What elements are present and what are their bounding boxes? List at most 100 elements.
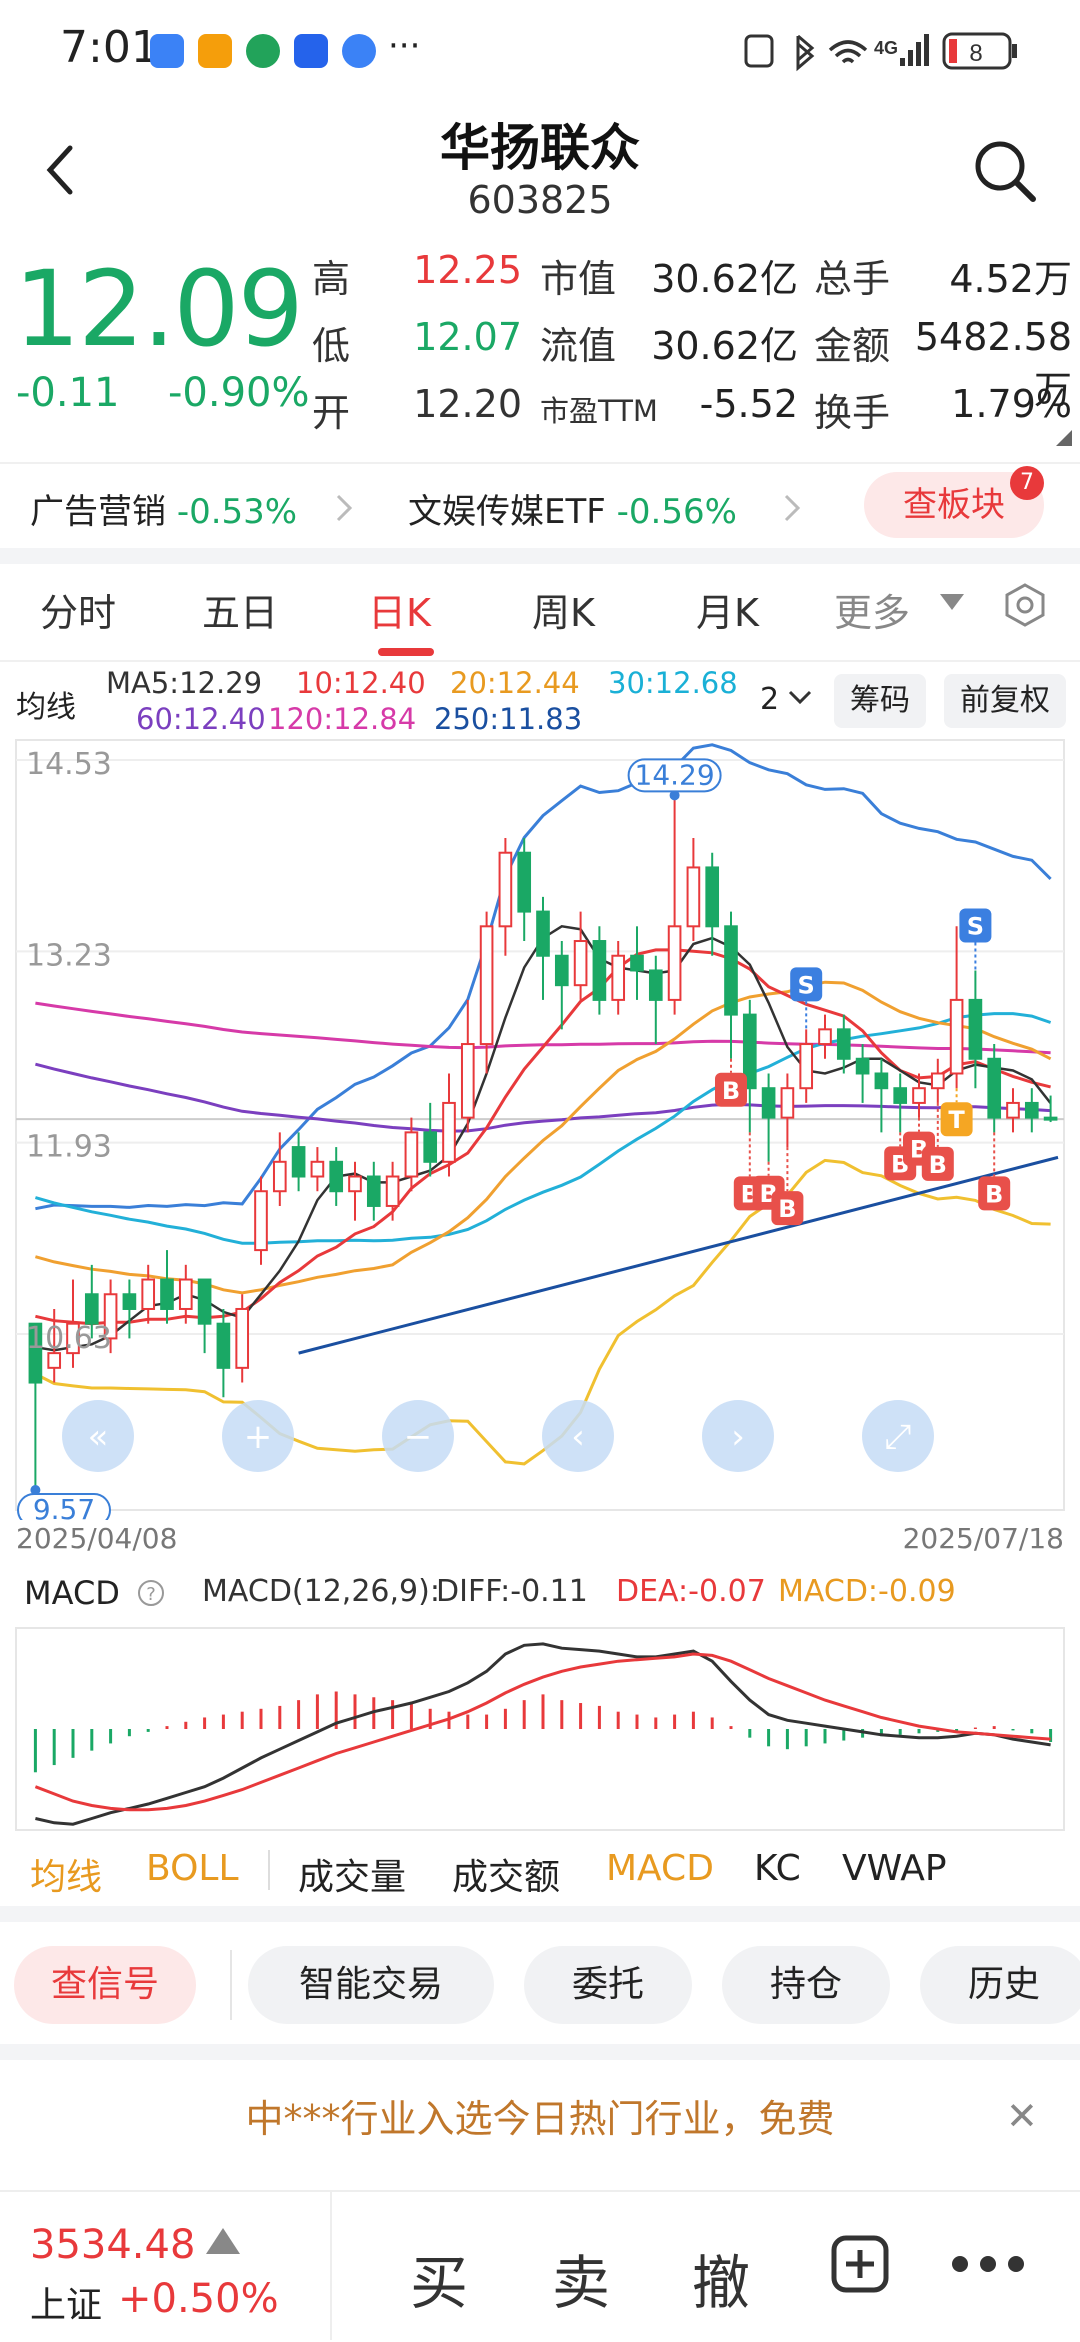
ma250-value: 250:11.83 xyxy=(434,702,583,736)
wifi-icon xyxy=(828,40,868,64)
candle xyxy=(724,911,738,1059)
candle xyxy=(573,911,588,1000)
more-options-icon[interactable] xyxy=(950,2254,1026,2274)
sell-button[interactable]: 卖 xyxy=(552,2249,611,2317)
macd-diff-line xyxy=(35,1642,1051,1826)
svg-text:B: B xyxy=(778,1195,796,1223)
candle xyxy=(686,838,701,942)
check-signal-button[interactable]: 查信号 xyxy=(14,1946,196,2024)
indicator-amount[interactable]: 成交额 xyxy=(452,1857,561,1898)
candle xyxy=(141,1264,156,1324)
chart-controls: « + − ‹ › ⤢ xyxy=(62,1400,934,1472)
positions-button[interactable]: 持仓 xyxy=(722,1946,890,2024)
macd-legend: MACD ? MACD(12,26,9): DIFF:-0.11 DEA:-0.… xyxy=(0,1568,1080,1618)
chart-grid xyxy=(15,739,1065,1511)
svg-text:?: ? xyxy=(146,1584,156,1605)
candle xyxy=(366,1161,381,1221)
chart-control-button: › xyxy=(702,1400,774,1472)
candle xyxy=(160,1250,174,1324)
chevron-right-icon xyxy=(336,494,353,522)
sector-item-media-etf[interactable]: 文娱传媒ETF -0.56% xyxy=(408,484,737,533)
battery-icon xyxy=(942,32,1012,70)
expand-corner-icon[interactable] xyxy=(1056,430,1072,446)
svg-text:−: − xyxy=(404,1417,433,1457)
candle xyxy=(818,1014,832,1059)
browser-app-icon xyxy=(342,34,376,68)
indicator-volume[interactable]: 成交量 xyxy=(298,1857,407,1898)
adjust-button[interactable]: 前复权 xyxy=(944,674,1066,728)
smart-trade-button[interactable]: 智能交易 xyxy=(248,1946,494,2024)
period-high-label: 14.29 xyxy=(627,758,722,801)
indicator-ma[interactable]: 均线 xyxy=(30,1857,103,1898)
high-value: 12.25 xyxy=(413,248,522,292)
period-low-label: 9.57 xyxy=(17,1485,111,1520)
indicator-macd[interactable]: MACD xyxy=(606,1848,714,1889)
macd-chart[interactable] xyxy=(0,1624,1080,1834)
chevron-right-icon xyxy=(784,494,801,522)
indicator-kc[interactable]: KC xyxy=(754,1848,801,1889)
orders-button[interactable]: 委托 xyxy=(524,1946,692,2024)
y-tick-label: 14.53 xyxy=(26,747,112,782)
period-select[interactable]: 2 xyxy=(760,682,780,717)
caret-down-icon xyxy=(940,594,964,610)
candle xyxy=(761,1073,776,1162)
history-button[interactable]: 历史 xyxy=(920,1946,1080,2024)
candle xyxy=(84,1264,99,1339)
macd-title[interactable]: MACD xyxy=(24,1574,120,1612)
nfc-icon xyxy=(744,34,774,68)
svg-text:S: S xyxy=(967,912,984,940)
low-value: 12.07 xyxy=(413,315,522,359)
chevron-down-icon[interactable] xyxy=(788,690,812,706)
candle xyxy=(460,999,475,1133)
svg-text:›: › xyxy=(731,1417,745,1457)
close-icon[interactable]: ✕ xyxy=(1006,2094,1038,2138)
stock-name: 华扬联众 xyxy=(440,119,640,177)
tab-intraday[interactable]: 分时 xyxy=(40,591,117,635)
tab-daily-k[interactable]: 日K xyxy=(368,591,431,635)
tab-five-day[interactable]: 五日 xyxy=(202,591,279,635)
candle xyxy=(235,1294,250,1383)
y-tick-label: 13.23 xyxy=(26,938,112,973)
sell-signal-marker: S xyxy=(959,908,992,971)
candle xyxy=(611,941,626,1015)
network-type: 4G xyxy=(874,38,898,58)
help-icon[interactable]: ? xyxy=(136,1578,166,1608)
back-icon[interactable] xyxy=(40,140,80,200)
svg-text:9.57: 9.57 xyxy=(33,1493,95,1520)
ma10-value: 10:12.40 xyxy=(296,666,426,700)
macd-dea-line xyxy=(34,1652,1051,1812)
indicator-boll[interactable]: BOLL xyxy=(146,1848,239,1889)
chart-control-button: − xyxy=(382,1400,454,1472)
candle xyxy=(930,1058,945,1103)
promo-banner[interactable]: 中***行业入选今日热门行业，免费 xyxy=(245,2097,835,2141)
candle xyxy=(705,852,720,956)
turnover-label: 换手 xyxy=(814,391,891,435)
search-icon[interactable] xyxy=(970,136,1040,206)
market-cap-value: 30.62亿 xyxy=(651,257,798,301)
sector-item-ad-marketing[interactable]: 广告营销 -0.53% xyxy=(30,484,297,533)
buy-button[interactable]: 买 xyxy=(410,2249,469,2317)
sector-change: -0.53% xyxy=(176,492,298,532)
candle xyxy=(799,1029,814,1103)
svg-text:B: B xyxy=(985,1180,1003,1208)
candle xyxy=(103,1279,118,1354)
volume-label: 总手 xyxy=(814,257,891,301)
chips-button[interactable]: 筹码 xyxy=(834,674,926,728)
indicator-vwap[interactable]: VWAP xyxy=(842,1848,947,1889)
tab-more[interactable]: 更多 xyxy=(834,591,911,635)
candle xyxy=(197,1278,212,1354)
candle xyxy=(949,926,964,1089)
tab-monthly-k[interactable]: 月K xyxy=(696,591,759,635)
tab-weekly-k[interactable]: 周K xyxy=(532,591,595,635)
ma-legend-title[interactable]: 均线 xyxy=(16,690,76,725)
svg-text:14.29: 14.29 xyxy=(635,758,715,791)
index-value[interactable]: 3534.48 xyxy=(30,2222,196,2268)
add-watchlist-icon[interactable] xyxy=(830,2234,890,2294)
candle xyxy=(329,1147,344,1206)
settings-icon[interactable] xyxy=(1002,582,1048,628)
cancel-order-button[interactable]: 撤 xyxy=(692,2249,751,2317)
candle xyxy=(667,795,682,1015)
stock-code: 603825 xyxy=(467,178,613,222)
